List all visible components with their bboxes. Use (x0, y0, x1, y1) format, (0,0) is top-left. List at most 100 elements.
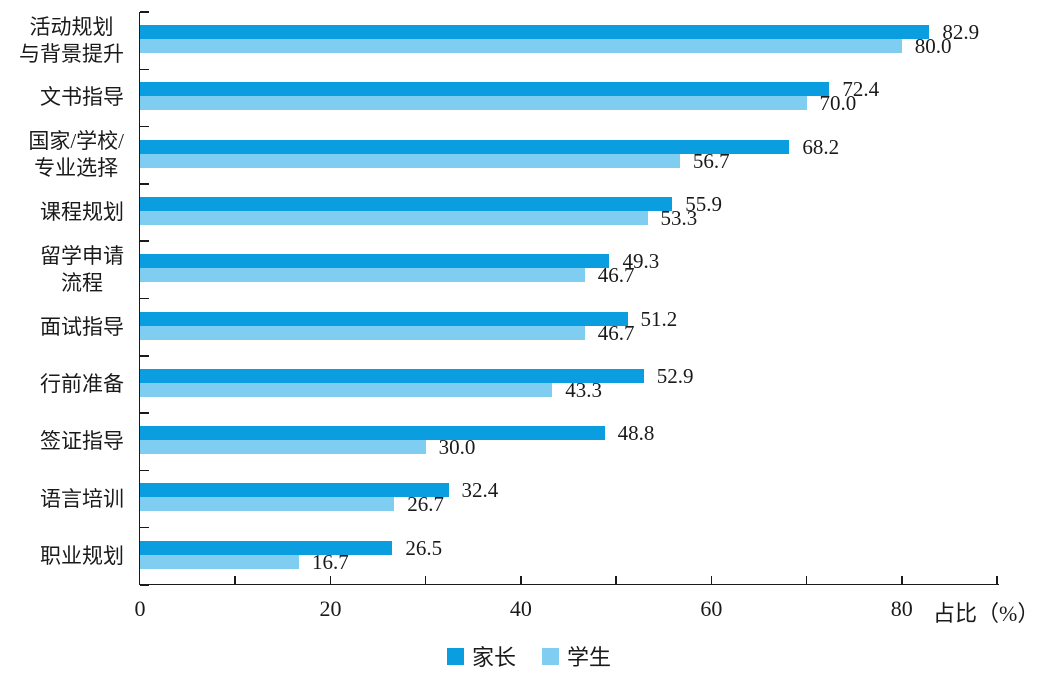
x-axis-tick (520, 575, 522, 584)
x-axis-tick-label: 60 (700, 596, 723, 621)
value-label-students: 56.7 (692, 148, 730, 173)
x-axis-tick (329, 575, 332, 584)
category-label-text: 国家/学校/专业选择 (28, 128, 124, 182)
y-axis-tick (140, 297, 149, 300)
category-label-line: 国家/学校/ (28, 129, 124, 154)
y-axis-tick (140, 526, 149, 529)
bar-students (140, 96, 807, 111)
x-axis-tick-label: 40 (509, 596, 532, 621)
category-label-text: 课程规划 (40, 199, 124, 226)
category-label-line: 签证指导 (40, 429, 124, 454)
category-label: 国家/学校/专业选择 (0, 127, 124, 184)
category-label: 文书指导 (0, 69, 124, 126)
x-axis-title: 占比（%） (933, 601, 1040, 626)
bar-students (140, 153, 680, 168)
category-label-line: 课程规划 (40, 200, 124, 225)
category-label: 签证指导 (0, 413, 124, 470)
value-label-students: 16.7 (312, 549, 349, 574)
value-label-parents: 26.5 (405, 535, 443, 560)
legend-item-students: 学生 (542, 640, 611, 672)
bar-parents (140, 483, 449, 498)
y-axis-tick (140, 469, 149, 472)
bar-parents (140, 82, 830, 97)
category-label-text: 语言培训 (40, 486, 124, 513)
bar-parents (140, 426, 605, 441)
category-label: 语言培训 (0, 470, 124, 527)
category-label-line: 留学申请 (40, 243, 124, 268)
bar-students (140, 268, 585, 283)
y-axis-tick (140, 240, 149, 242)
bar-students (140, 39, 902, 53)
legend-label-parents: 家长 (471, 645, 516, 670)
x-axis-tick-label: 0 (134, 596, 146, 621)
bar-parents (140, 254, 610, 269)
value-label-parents: 52.9 (656, 363, 694, 388)
x-axis-tick (805, 575, 808, 584)
bar-parents (140, 139, 790, 154)
bar-students (140, 440, 426, 455)
category-label-text: 面试指导 (40, 314, 124, 341)
category-label-text: 职业规划 (40, 543, 124, 570)
x-axis-tick (424, 575, 427, 584)
x-axis-tick (234, 575, 236, 584)
bar-parents (140, 311, 628, 326)
value-label-parents: 51.2 (640, 306, 678, 331)
category-label: 活动规划 与背景提升 (0, 12, 124, 69)
category-label-text: 留学申请 流程 (40, 243, 124, 297)
x-axis-tick (710, 575, 713, 584)
category-label-line: 行前准备 (40, 371, 124, 396)
bar-students (140, 325, 585, 340)
value-label-parents: 72.4 (842, 77, 880, 102)
value-label-parents: 55.9 (685, 191, 723, 216)
value-label-students: 26.7 (407, 492, 444, 517)
category-label: 面试指导 (0, 299, 124, 356)
legend-item-parents: 家长 (446, 640, 516, 672)
legend: 家长 学生 (0, 640, 1058, 672)
x-axis-tick-label: 80 (890, 596, 913, 621)
value-label-students: 70.0 (819, 91, 857, 116)
y-axis-tick (140, 183, 149, 185)
value-label-parents: 49.3 (622, 249, 660, 274)
value-label-students: 46.7 (597, 263, 635, 288)
y-axis-tick (140, 68, 149, 71)
bar-parents (140, 368, 644, 383)
y-axis-line (138, 12, 140, 585)
value-label-parents: 82.9 (942, 20, 980, 44)
value-label-parents: 68.2 (802, 134, 840, 159)
value-label-students: 30.0 (438, 435, 476, 460)
x-axis-tick (615, 575, 617, 584)
value-label-students: 43.3 (565, 377, 603, 402)
category-label-line: 流程 (61, 270, 103, 295)
x-axis-line (138, 583, 999, 585)
category-label: 行前准备 (0, 356, 124, 413)
category-label: 职业规划 (0, 528, 124, 585)
legend-swatch-students (542, 647, 559, 665)
x-axis-tick-label: 20 (319, 596, 342, 621)
category-label: 留学申请 流程 (0, 241, 124, 298)
category-label-line: 面试指导 (40, 314, 124, 339)
y-axis-tick (140, 584, 149, 586)
category-label-line: 语言培训 (40, 486, 124, 511)
bar-students (140, 382, 553, 397)
category-label-line: 活动规划 (29, 14, 114, 39)
category-label-line: 与背景提升 (19, 41, 124, 66)
value-label-students: 46.7 (597, 320, 635, 345)
value-label-parents: 48.8 (617, 421, 655, 446)
x-axis-tick (996, 575, 998, 584)
value-label-students: 80.0 (914, 34, 952, 58)
y-axis-tick (140, 125, 149, 128)
legend-swatch-parents (446, 647, 464, 665)
category-label-text: 行前准备 (40, 371, 124, 398)
bar-students (140, 497, 395, 512)
bar-parents (140, 540, 393, 555)
y-axis-tick (140, 355, 149, 357)
value-label-parents: 32.4 (461, 478, 499, 503)
x-axis-tick (901, 575, 903, 584)
bar-students (140, 554, 300, 569)
category-label-text: 活动规划 与背景提升 (19, 14, 124, 68)
bar-parents (140, 25, 930, 39)
category-label-text: 文书指导 (40, 84, 124, 111)
category-label: 课程规划 (0, 184, 124, 241)
legend-label-students: 学生 (567, 645, 612, 670)
y-axis-tick (140, 412, 149, 414)
